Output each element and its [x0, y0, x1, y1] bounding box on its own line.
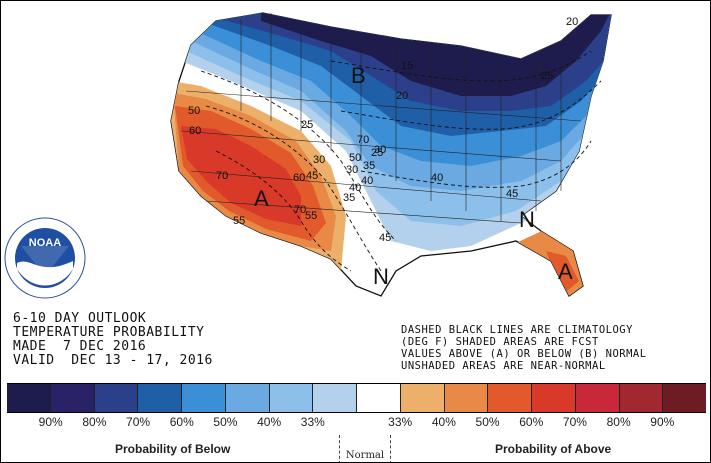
legend-tick-label: 40% [257, 415, 282, 429]
legend-swatch [94, 384, 139, 412]
contour-label: 20 [566, 16, 578, 28]
legend-tick-label: 60% [519, 415, 544, 429]
legend-tick-label: 70% [562, 415, 587, 429]
outlook-title-block: 6-10 DAY OUTLOOK TEMPERATURE PROBABILITY… [13, 312, 213, 368]
normal-letter-south: N [373, 264, 389, 289]
notes-line-1: DASHED BLACK LINES ARE CLIMATOLOGY [401, 324, 633, 336]
legend-swatch [182, 384, 226, 412]
contour-label: 30 [346, 164, 358, 176]
legend-tick-spacer [684, 415, 706, 429]
contour-label: 45 [506, 188, 518, 200]
legend-tick-label: 90% [650, 415, 675, 429]
legend-tick-labels: 90% 80% 70% 60% 50% 40% 33% 33% 40% 50% 60% 70% 80% 9… [7, 415, 706, 429]
legend-tick-label: 90% [38, 415, 63, 429]
normal-letter-east: N [519, 207, 535, 232]
temperature-outlook-map: 50 60 70 55 70 45 40 30 25 35 40 45 50 5… [4, 12, 612, 299]
legend-swatch [488, 384, 532, 412]
legend-tick-spacer [7, 415, 29, 429]
legend-tick-label: 40% [431, 415, 456, 429]
contour-label: 35 [343, 192, 355, 204]
contour-label: 45 [306, 170, 318, 182]
contour-label: 50 [349, 152, 361, 164]
above-shade-west-60 [181, 126, 301, 226]
legend-swatch [50, 384, 95, 412]
contour-label: 70 [216, 170, 228, 182]
above-shade-florida-50 [546, 251, 579, 291]
title-line-2: TEMPERATURE PROBABILITY [13, 325, 205, 340]
contour-label: 60 [189, 125, 201, 137]
legend-tick-label: 33% [388, 415, 413, 429]
legend-tick-gap [335, 415, 379, 429]
legend-above-label: Probability of Above [495, 442, 612, 456]
legend-swatch [444, 384, 489, 412]
legend-color-strip [7, 383, 706, 413]
contour-label: 25 [301, 119, 313, 131]
legend-swatch [575, 384, 620, 412]
climatology-contours [200, 50, 602, 272]
contour-label: 25 [371, 147, 383, 159]
notes-line-4: UNSHADED AREAS ARE NEAR-NORMAL [401, 360, 606, 372]
contour-label: 15 [401, 60, 413, 72]
legend-tick-label: 50% [213, 415, 238, 429]
category-letters: B A A N N [254, 63, 573, 289]
legend-swatch [532, 384, 576, 412]
contour-label: 25 [541, 70, 553, 82]
legend-tick-label: 80% [82, 415, 107, 429]
legend-swatch [357, 384, 401, 412]
contour-label: 60 [293, 172, 305, 184]
legend-swatch [7, 384, 51, 412]
contour-label: 30 [313, 154, 325, 166]
state-boundaries [180, 13, 582, 224]
legend-normal-box: Normal [339, 435, 391, 462]
contour-label: 20 [396, 90, 408, 102]
contour-label: 55 [233, 215, 245, 227]
above-letter-florida: A [558, 259, 573, 284]
contour-label: 35 [363, 160, 375, 172]
legend-swatch [138, 384, 182, 412]
legend-swatch [313, 384, 357, 412]
legend-normal-label: Normal [345, 450, 385, 461]
noaa-logo: NOAA [4, 217, 86, 299]
below-letter: B [351, 63, 366, 88]
legend-swatch [225, 384, 270, 412]
title-line-4: VALID DEC 13 - 17, 2016 [13, 353, 213, 368]
contour-label: 40 [431, 172, 443, 184]
contour-label: 30 [374, 144, 386, 156]
legend-below-label: Probability of Below [115, 442, 231, 456]
legend-swatch [269, 384, 314, 412]
notes-line-3: VALUES ABOVE (A) OR BELOW (B) NORMAL [401, 348, 647, 360]
above-letter-west: A [254, 186, 269, 211]
contour-label: 40 [361, 175, 373, 187]
legend-swatch [619, 384, 664, 412]
noaa-logo-text: NOAA [29, 237, 61, 249]
contour-label: 45 [379, 232, 391, 244]
notes-line-2: (DEG F) SHADED AREAS ARE FCST [401, 336, 599, 348]
legend-tick-label: 50% [475, 415, 500, 429]
contour-label: 70 [357, 134, 369, 146]
title-line-3: MADE 7 DEC 2016 [13, 339, 147, 354]
contour-label: 70 [294, 204, 306, 216]
contour-label: 55 [305, 210, 317, 222]
contour-label: 50 [188, 105, 200, 117]
notes-block: DASHED BLACK LINES ARE CLIMATOLOGY (DEG … [401, 324, 647, 372]
contour-labels: 50 60 70 55 70 45 40 30 25 35 40 45 50 5… [188, 16, 578, 244]
legend-tick-label: 70% [126, 415, 151, 429]
legend-tick-label: 60% [169, 415, 194, 429]
contour-label: 40 [349, 182, 361, 194]
legend-swatch [400, 384, 445, 412]
legend-swatch [663, 384, 706, 412]
legend-tick-label: 80% [606, 415, 631, 429]
legend-tick-label: 33% [300, 415, 325, 429]
title-line-1: 6-10 DAY OUTLOOK [13, 311, 147, 326]
